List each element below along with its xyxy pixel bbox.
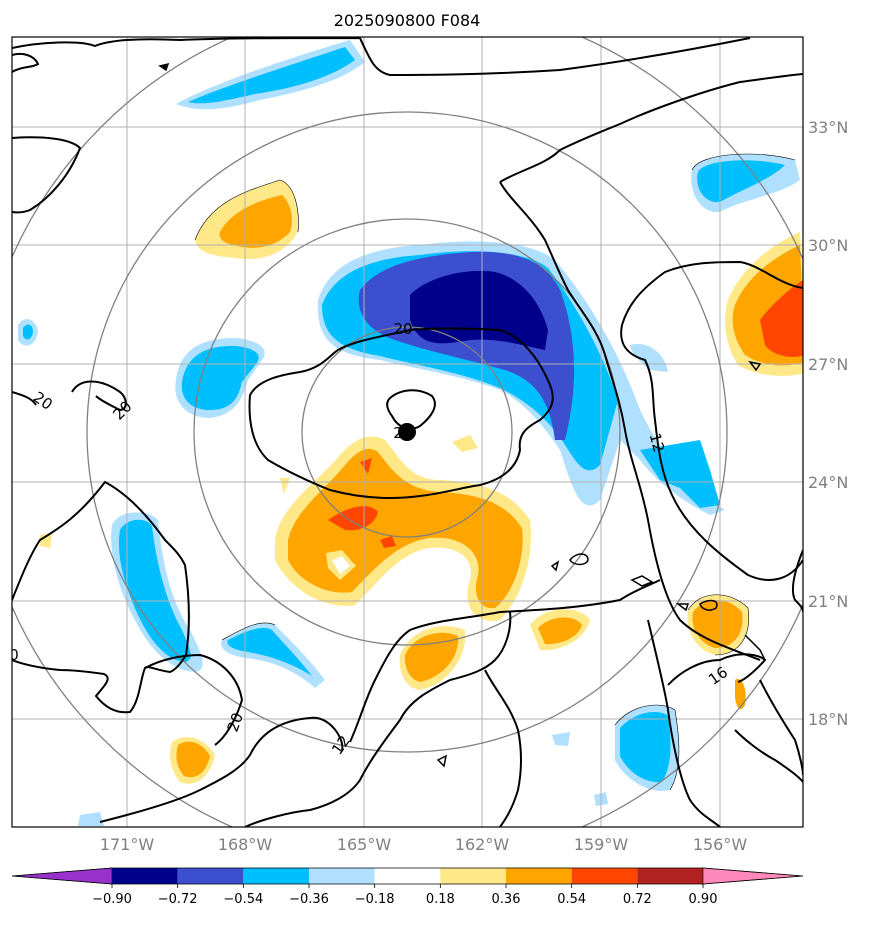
contour-label: 20 [224, 710, 247, 734]
lon-label: 171°W [100, 835, 155, 854]
colorbar-tick-label: 0.54 [557, 892, 586, 907]
colorbar-segment [571, 868, 638, 884]
lon-label: 162°W [455, 835, 510, 854]
colorbar-tick-label: 0.36 [492, 892, 521, 907]
storm-center-marker [398, 423, 416, 441]
lat-label: 33°N [808, 118, 848, 137]
colorbar-segment [374, 868, 441, 884]
latitude-axis: 33°N 30°N 27°N 24°N 21°N 18°N [808, 118, 848, 729]
colorbar-segment [702, 867, 804, 885]
colorbar: −0.90 −0.72 −0.54 −0.36 −0.18 0.18 0.36 0.54 0.7… [11, 867, 804, 907]
colorbar-segment [506, 868, 572, 884]
contour-lines [12, 37, 803, 827]
colorbar-segment [440, 868, 506, 884]
grid-lines [12, 37, 803, 827]
lon-label: 165°W [337, 835, 392, 854]
lat-label: 27°N [808, 355, 848, 374]
lon-label: 168°W [218, 835, 273, 854]
colorbar-segment [243, 868, 309, 884]
island-contours [158, 62, 766, 768]
lon-label: 156°W [693, 835, 748, 854]
colorbar-tick-label: −0.36 [289, 892, 329, 907]
colorbar-segment [177, 868, 244, 884]
lat-label: 21°N [808, 592, 848, 611]
colorbar-tick-label: −0.72 [158, 892, 198, 907]
lat-label: 18°N [808, 710, 848, 729]
lat-label: 30°N [808, 236, 848, 255]
colorbar-tick-label: 0.18 [426, 892, 455, 907]
contour-label: 0 [9, 646, 19, 664]
longitude-axis: 171°W 168°W 165°W 162°W 159°W 156°W [100, 835, 748, 854]
colorbar-tick-label: −0.54 [223, 892, 263, 907]
lon-label: 159°W [574, 835, 629, 854]
positive-anomaly-fill [40, 180, 803, 784]
colorbar-tick-label: 0.72 [623, 892, 652, 907]
contour-label: 20 [393, 320, 412, 338]
colorbar-segment [112, 868, 178, 884]
contour-label: 12 [646, 431, 668, 454]
colorbar-segment [309, 868, 375, 884]
map-frame [11, 36, 804, 828]
range-rings [12, 37, 803, 827]
colorbar-tick-label: −0.90 [92, 892, 132, 907]
contour-label: 2 [393, 424, 403, 442]
map-panel: 20 20 20 20 2 12 12 16 0 [9, 37, 803, 827]
colorbar-tick-label: 0.90 [689, 892, 718, 907]
colorbar-tick-label: −0.18 [355, 892, 395, 907]
lat-label: 24°N [808, 473, 848, 492]
colorbar-segment [637, 868, 703, 884]
colorbar-segment [11, 867, 113, 885]
negative-anomaly-fill [18, 40, 800, 826]
map-title: 2025090800 F084 [334, 11, 481, 30]
